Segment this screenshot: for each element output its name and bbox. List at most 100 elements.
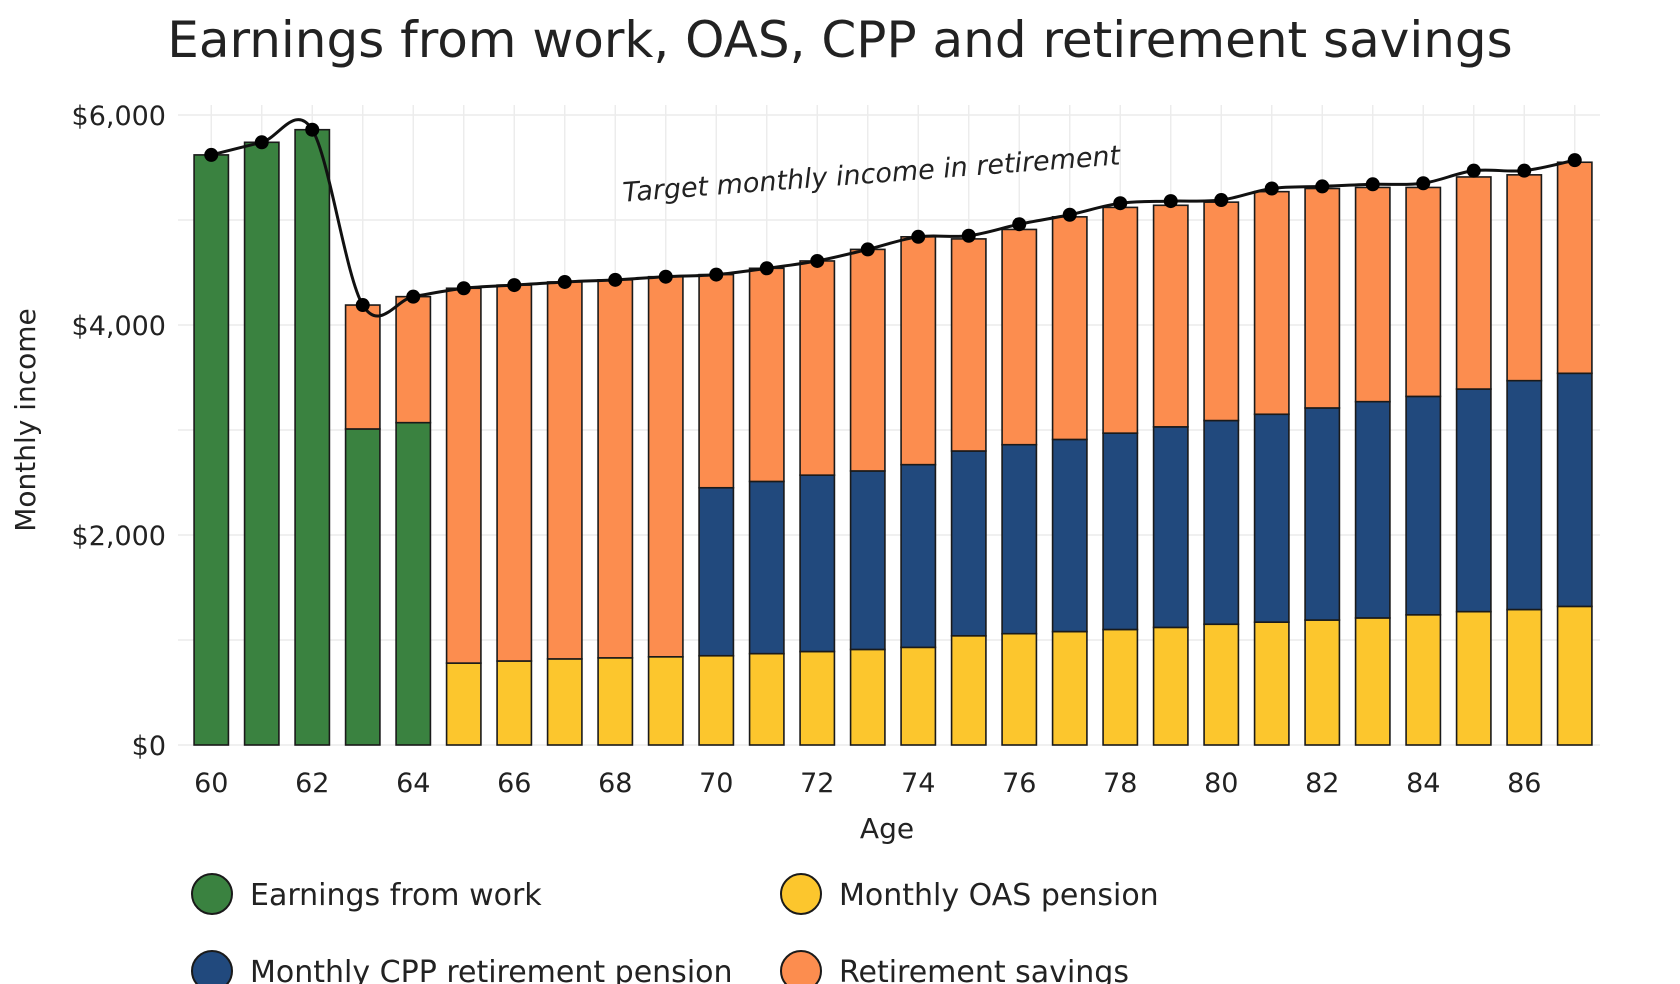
chart-title: Earnings from work, OAS, CPP and retirem… [167,11,1512,69]
y-tick-label: $6,000 [72,101,166,132]
bar-segment [900,463,937,649]
legend-label: Retirement savings [839,955,1129,984]
bar-segment [546,281,583,660]
legend-swatch [780,950,822,984]
x-tick-label: 64 [396,768,430,799]
x-axis-label: Age [860,812,914,845]
legend-label: Earnings from work [250,878,542,913]
bar-segment [1455,388,1492,613]
target-point [204,147,219,162]
target-point [507,278,522,293]
bar-segment [698,486,735,657]
bar-segment [1102,628,1139,746]
x-tick-label: 62 [295,768,329,799]
bar-segment [1253,621,1290,746]
bar-segment [1253,413,1290,623]
legend-swatch [191,950,233,984]
target-point [1012,217,1027,232]
target-point [1163,194,1178,209]
x-tick-label: 74 [901,768,935,799]
bar-segment [849,248,886,472]
target-point [1517,163,1532,178]
bar-segment [1203,201,1240,422]
x-tick-label: 60 [194,768,228,799]
x-tick-label: 76 [1002,768,1036,799]
target-point [1567,153,1582,168]
bar-segment [344,428,381,746]
target-point [1416,176,1431,191]
target-point [1365,177,1380,192]
bar-segment [698,273,735,489]
bar-segment [748,267,785,483]
bar-segment [1506,379,1543,611]
bar-segment [748,652,785,746]
bar-segment [900,646,937,746]
bar-segment [597,279,634,659]
y-tick-label: $0 [132,731,166,762]
bar-segment [546,658,583,746]
bar-segment [698,654,735,746]
target-point [911,229,926,244]
target-point [1214,193,1229,208]
legend: Earnings from work Monthly OAS pension Mon… [191,873,1159,984]
bar-segment [1405,395,1442,616]
target-point [1113,196,1128,211]
target-point [961,228,976,243]
target-point [1062,207,1077,222]
target-point [759,261,774,276]
target-point [608,272,623,287]
bar-segment [900,236,937,466]
bar-segment [1051,630,1088,746]
target-point [709,267,724,282]
bar-segment [344,304,381,430]
target-line-label: Target monthly income in retirement [622,140,1123,208]
bar-segment [1354,617,1391,746]
x-axis: 60 62 64 66 68 70 72 74 76 78 80 82 84 86 [194,768,1541,799]
x-tick-label: 86 [1507,768,1541,799]
bar-segment [1455,610,1492,746]
bar-segment [395,421,432,746]
bar-segment [1102,432,1139,631]
bar-segment [1304,619,1341,746]
bar-segment [1001,443,1038,635]
y-tick-label: $2,000 [72,521,166,552]
target-point [860,242,875,257]
bar-segment [294,128,331,746]
bar-segment [1354,400,1391,619]
target-point [254,135,269,150]
bar-segment [1304,407,1341,621]
bar-segment [1556,605,1593,746]
bar-segment [1102,206,1139,434]
target-point [557,274,572,289]
legend-swatch [191,873,233,915]
x-tick-label: 82 [1305,768,1339,799]
bar-segment [1506,608,1543,746]
bar-segment [1203,623,1240,746]
bar-segment [1455,176,1492,390]
bar-segment [799,260,836,476]
bar-segment [1051,216,1088,441]
target-point [1466,163,1481,178]
bar-segment [1253,190,1290,416]
bar-segment [647,275,684,658]
legend-swatch [780,873,822,915]
target-point [810,253,825,268]
x-tick-label: 66 [497,768,531,799]
bar-segment [1001,632,1038,746]
bar-segment [193,154,230,746]
bar-segment [243,141,280,746]
bar-segment [445,662,482,746]
bar-segment [1556,372,1593,608]
bar-segment [597,657,634,746]
bar-segment [1203,419,1240,626]
bar-segment [1051,438,1088,633]
bar-segment [748,480,785,655]
x-tick-label: 78 [1103,768,1137,799]
bar-segment [395,295,432,424]
target-point [658,269,673,284]
bar-segment [1152,426,1189,629]
bar-segment [1152,204,1189,428]
target-point [406,289,421,304]
